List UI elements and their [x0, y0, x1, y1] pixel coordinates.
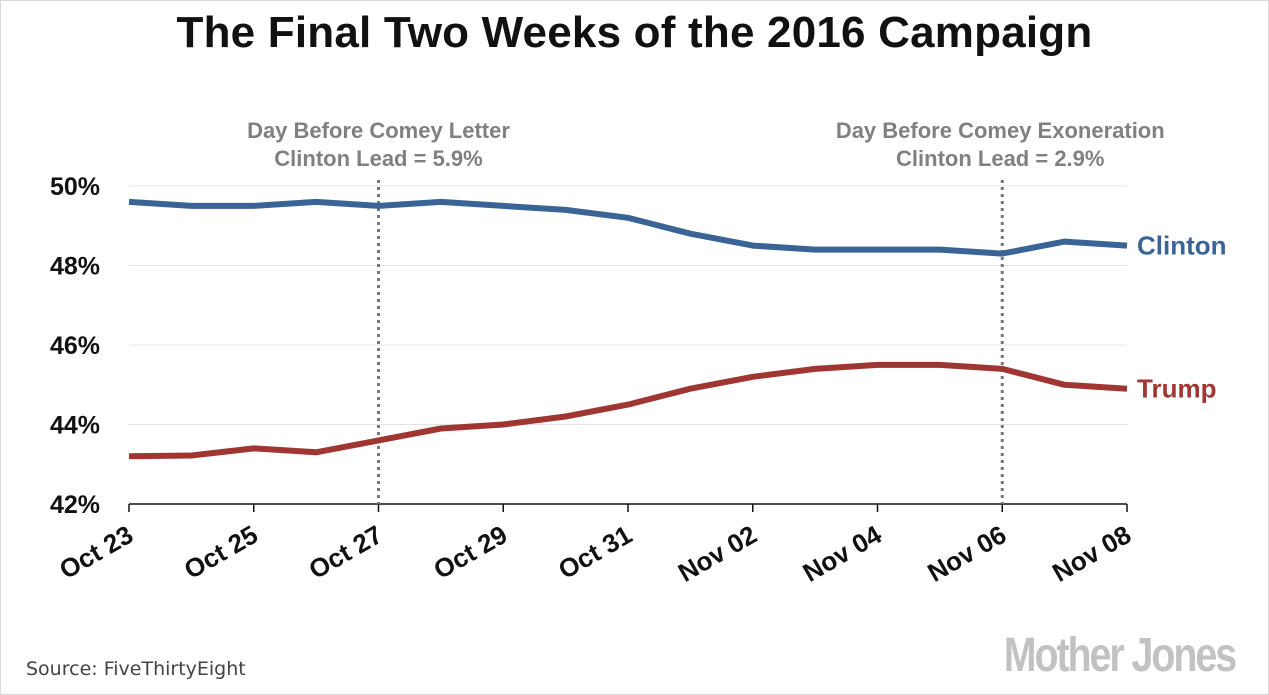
- x-tick-label: Nov 04: [798, 519, 887, 588]
- x-tick-label: Oct 31: [553, 519, 637, 585]
- series-line-trump: [128, 361, 1128, 460]
- x-tick-label: Nov 06: [922, 519, 1011, 588]
- annotation-text: Day Before Comey Exoneration: [836, 118, 1165, 143]
- x-tick-label: Oct 23: [54, 519, 138, 585]
- x-tick-label: Oct 25: [179, 519, 263, 585]
- series-label-clinton: Clinton: [1137, 231, 1227, 261]
- x-tick-label: Nov 08: [1047, 519, 1136, 588]
- series-line-clinton: [128, 198, 1128, 257]
- y-tick-label: 50%: [50, 173, 100, 201]
- x-tick-label: Nov 02: [673, 519, 762, 588]
- x-tick-label: Oct 27: [304, 519, 388, 585]
- y-tick-label: 46%: [50, 332, 100, 360]
- x-tick-label: Oct 29: [428, 519, 512, 585]
- annotation-text: Clinton Lead = 2.9%: [896, 146, 1104, 171]
- series-label-trump: Trump: [1137, 374, 1216, 404]
- annotation-text: Day Before Comey Letter: [247, 118, 510, 143]
- y-tick-label: 44%: [50, 412, 100, 440]
- mother-jones-logo: Mother Jones: [1003, 629, 1237, 682]
- source-note: Source: FiveThirtyEight: [26, 658, 246, 680]
- annotation-text: Clinton Lead = 5.9%: [274, 146, 482, 171]
- y-tick-label: 42%: [50, 491, 100, 519]
- y-tick-label: 48%: [50, 253, 100, 281]
- chart-title: The Final Two Weeks of the 2016 Campaign: [176, 8, 1093, 57]
